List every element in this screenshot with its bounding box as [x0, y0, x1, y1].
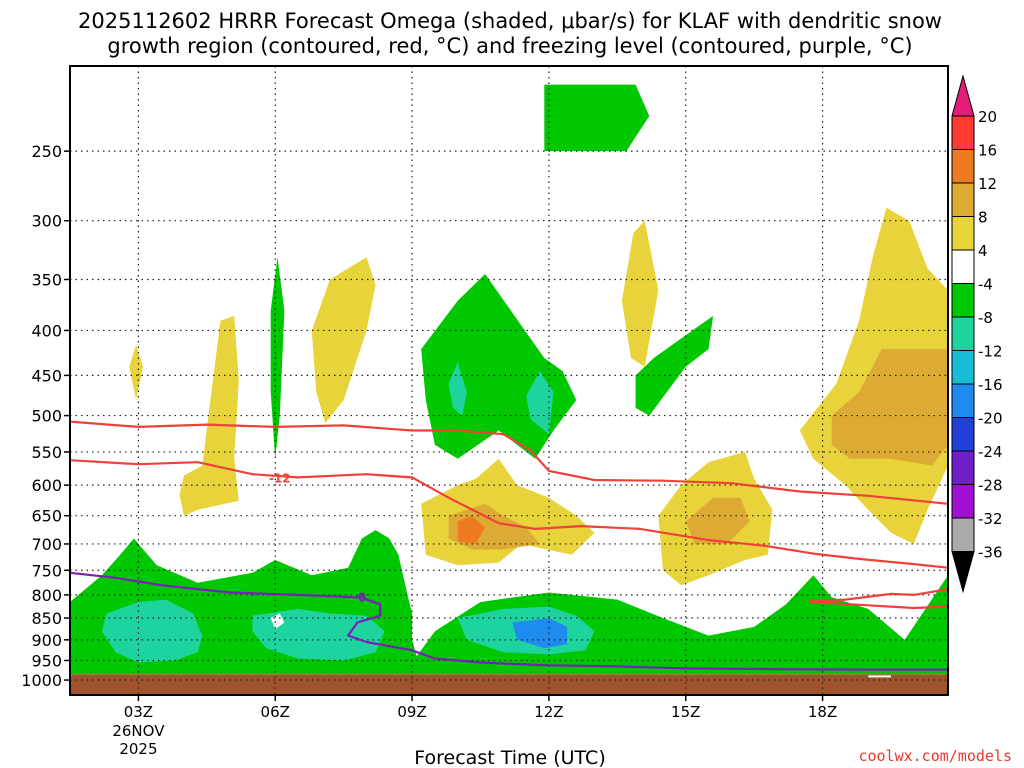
colorbar-bottom-triangle — [951, 551, 975, 594]
y-tick-label-700: 700 — [31, 535, 62, 554]
y-tick-label-800: 800 — [31, 586, 62, 605]
x-tick-label-09Z: 09Z — [397, 703, 426, 721]
omega-region-13 — [179, 315, 239, 516]
y-tick-label-750: 750 — [31, 561, 62, 580]
colorbar-box-6 — [951, 316, 975, 351]
y-tick-label-650: 650 — [31, 507, 62, 526]
x-tick-label-12Z: 12Z — [534, 703, 563, 721]
colorbar-label-4: 4 — [978, 242, 988, 260]
colorbar-box-7 — [951, 350, 975, 385]
colorbar-box-12 — [951, 517, 975, 552]
y-tick-label-450: 450 — [31, 366, 62, 385]
x-tick-sublabel-year: 2025 — [119, 740, 157, 758]
colorbar-box-5 — [951, 283, 975, 318]
colorbar-label-7: -12 — [978, 343, 1003, 361]
y-tick-label-400: 400 — [31, 321, 62, 340]
x-tick-sublabel-date: 26NOV — [112, 722, 165, 740]
chart-title-line-1: 2025112602 HRRR Forecast Omega (shaded, … — [78, 9, 942, 33]
y-tick-label-250: 250 — [31, 142, 62, 161]
colorbar-label-3: 8 — [978, 209, 988, 227]
colorbar-label-8: -16 — [978, 376, 1003, 394]
y-tick-label-350: 350 — [31, 271, 62, 290]
colorbar-label-5: -4 — [978, 276, 993, 294]
omega-region-11 — [635, 315, 714, 416]
dgz-contour-1 — [70, 420, 948, 505]
dgz-contour-3 — [808, 600, 948, 610]
x-tick-label-18Z: 18Z — [808, 703, 837, 721]
y-tick-label-550: 550 — [31, 443, 62, 462]
y-tick-label-1000: 1000 — [21, 671, 62, 690]
colorbar-label-0: 20 — [978, 108, 997, 126]
colorbar-label-9: -20 — [978, 410, 1003, 428]
omega-region-22 — [831, 349, 948, 466]
colorbar-label-10: -24 — [978, 443, 1003, 461]
omega-region-1 — [101, 599, 203, 663]
colorbar-label-1: 16 — [978, 142, 997, 160]
colorbar-label-11: -28 — [978, 477, 1003, 495]
colorbar-box-4 — [951, 249, 975, 284]
dgz-contour-2 — [808, 588, 948, 603]
freezing-level-contour-0-label: 0 — [358, 590, 366, 604]
colorbar-box-1 — [951, 149, 975, 184]
omega-region-8 — [448, 362, 467, 416]
x-tick-label-06Z: 06Z — [261, 703, 290, 721]
y-tick-label-300: 300 — [31, 212, 62, 231]
freezing-level-contour-0 — [70, 571, 948, 671]
colorbar-box-0 — [951, 115, 975, 150]
x-tick-label-03Z: 03Z — [124, 703, 153, 721]
plot-border — [69, 65, 949, 696]
omega-region-12 — [129, 344, 143, 400]
colorbar-box-2 — [951, 182, 975, 217]
plot-frame — [69, 65, 949, 696]
y-tick-label-900: 900 — [31, 631, 62, 650]
omega-region-5 — [270, 613, 285, 630]
chart-title-line-2: growth region (contoured, red, °C) and f… — [107, 34, 912, 58]
y-tick-label-850: 850 — [31, 609, 62, 628]
colorbar-label-13: -36 — [978, 544, 1003, 562]
colorbar-label-2: 12 — [978, 175, 997, 193]
colorbar-box-10 — [951, 450, 975, 485]
source-credit: coolwx.com/models — [858, 747, 1012, 765]
x-tick-label-15Z: 15Z — [671, 703, 700, 721]
colorbar-box-9 — [951, 417, 975, 452]
colorbar-box-8 — [951, 383, 975, 418]
x-axis-title: Forecast Time (UTC) — [414, 747, 605, 768]
omega-region-2 — [252, 608, 385, 661]
omega-region-18 — [457, 515, 486, 544]
omega-region-14 — [311, 257, 376, 424]
plot-clip-group: -12 0 — [70, 66, 948, 695]
colorbar-label-12: -32 — [978, 510, 1003, 528]
colorbar-label-6: -8 — [978, 309, 993, 327]
missing-data-strip — [868, 675, 891, 678]
omega-region-9 — [526, 371, 554, 435]
ground-fill — [70, 674, 948, 695]
y-axis: 250 300 350 400 450 500 550 600 650 700 750 800 850 9… — [21, 142, 70, 690]
y-tick-label-600: 600 — [31, 476, 62, 495]
omega-colorbar: 20 16 12 8 4 -4 -8 -12 -16 -20 -24 -28 -32 -36 — [951, 74, 1003, 594]
colorbar-box-3 — [951, 216, 975, 251]
colorbar-top-triangle — [951, 74, 975, 117]
dgz-contour-0 — [70, 459, 948, 569]
y-tick-label-950: 950 — [31, 651, 62, 670]
dgz-contour-0-label: -12 — [269, 472, 291, 486]
omega-region-10 — [544, 84, 650, 152]
omega-region-4 — [512, 618, 568, 649]
omega-region-20 — [685, 497, 750, 544]
colorbar-box-11 — [951, 484, 975, 519]
plot-area: -12 0 — [70, 66, 948, 695]
omega-region-6 — [270, 257, 285, 459]
y-tick-label-500: 500 — [31, 407, 62, 426]
